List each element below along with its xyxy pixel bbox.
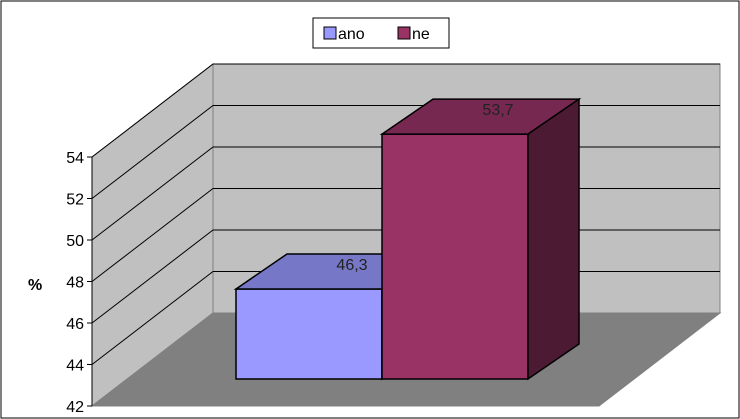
y-axis: 42 44 46 48 50 52 54	[66, 150, 93, 416]
y-tick-label-48: 48	[66, 275, 84, 292]
y-tick-label-52: 52	[66, 192, 84, 209]
data-label-ne: 53,7	[482, 102, 513, 119]
bars: 46,3 53,7	[233, 97, 582, 381]
legend-label-ano: ano	[338, 26, 365, 43]
bar-front-ne	[381, 133, 529, 380]
bar-side-ne	[527, 97, 580, 381]
bar-ne: 53,7	[379, 97, 582, 381]
legend-swatch-ne	[397, 26, 411, 40]
y-tick-label-42: 42	[66, 399, 84, 416]
gridline-54	[91, 63, 720, 158]
data-label-ano: 46,3	[336, 257, 367, 274]
legend-label-ne: ne	[412, 26, 430, 43]
bar-front-ano	[235, 288, 383, 380]
y-tick-label-54: 54	[66, 150, 84, 167]
y-axis-label: %	[28, 277, 42, 294]
y-tick-label-46: 46	[66, 316, 84, 333]
legend-swatch-ano	[323, 26, 337, 40]
legend: ano ne	[312, 17, 450, 49]
y-tick-label-44: 44	[66, 358, 84, 375]
y-tick-label-50: 50	[66, 233, 84, 250]
